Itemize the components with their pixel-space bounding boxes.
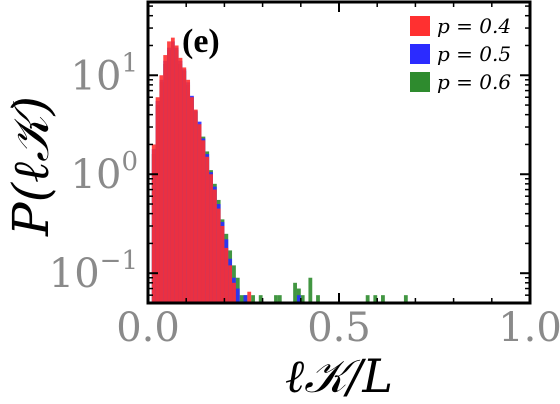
y-tick-label: 10−1 (49, 246, 138, 297)
histogram-bar (159, 75, 164, 303)
histogram-bar (205, 156, 210, 303)
histogram-bar (251, 295, 255, 303)
histogram-bar (381, 295, 385, 303)
histogram-bar (308, 277, 313, 303)
histogram-bar (186, 79, 191, 303)
y-axis-label: P(ℓ𝒦) (2, 96, 60, 237)
legend-swatch (410, 16, 430, 36)
legend-swatch (410, 44, 430, 64)
legend-label: p = 0.6 (437, 70, 511, 94)
histogram-bar (235, 288, 240, 303)
series-p-0-4 (151, 37, 252, 304)
histogram-bar (220, 225, 225, 303)
histogram-bar (243, 295, 248, 303)
y-tick-label: 100 (71, 147, 138, 198)
histogram-bar (155, 97, 160, 303)
histogram-bar (247, 291, 252, 303)
histogram-bar (274, 295, 278, 303)
histogram-bar (201, 140, 206, 303)
legend-label: p = 0.5 (437, 42, 511, 66)
x-tick-label: 0.0 (116, 305, 180, 351)
axis-ticks: 0.0 0.5 1.0 10−1 100 101 (49, 2, 560, 351)
histogram-bar (190, 97, 194, 303)
histogram-bar (296, 295, 301, 303)
y-tick-label: 101 (71, 48, 138, 99)
panel-label: (e) (182, 23, 220, 60)
histogram-bar (277, 295, 282, 303)
histogram-bar (216, 208, 221, 303)
histogram-bar (193, 109, 198, 303)
histogram-bar (178, 57, 183, 303)
histogram-bar (373, 295, 378, 303)
histogram-bar (224, 247, 229, 303)
histogram-bar (232, 282, 236, 303)
x-axis-label: ℓ𝒦/L (285, 349, 393, 403)
histogram-bar (163, 55, 168, 303)
legend-swatch (410, 72, 430, 92)
histogram-bar (182, 67, 187, 303)
histogram-bar (258, 295, 263, 303)
histogram-bar (212, 189, 217, 303)
histogram-bar (151, 144, 156, 303)
histogram-bar (228, 265, 233, 303)
histogram-bar (403, 295, 408, 303)
histogram-bars (151, 37, 408, 304)
x-tick-label: 1.0 (498, 305, 560, 351)
histogram-bar (300, 295, 305, 303)
histogram-bar (167, 41, 171, 304)
x-tick-label: 0.5 (307, 305, 371, 351)
histogram-bar (197, 124, 202, 303)
histogram-bar (170, 37, 175, 303)
histogram-bar (174, 45, 179, 303)
legend-label: p = 0.4 (437, 14, 511, 38)
histogram-bar (316, 295, 320, 303)
legend: p = 0.4 p = 0.5 p = 0.6 (410, 14, 511, 94)
histogram-bar (239, 295, 244, 303)
histogram-bar (293, 282, 297, 303)
histogram-bar (209, 174, 213, 303)
histogram-bar (365, 295, 370, 303)
